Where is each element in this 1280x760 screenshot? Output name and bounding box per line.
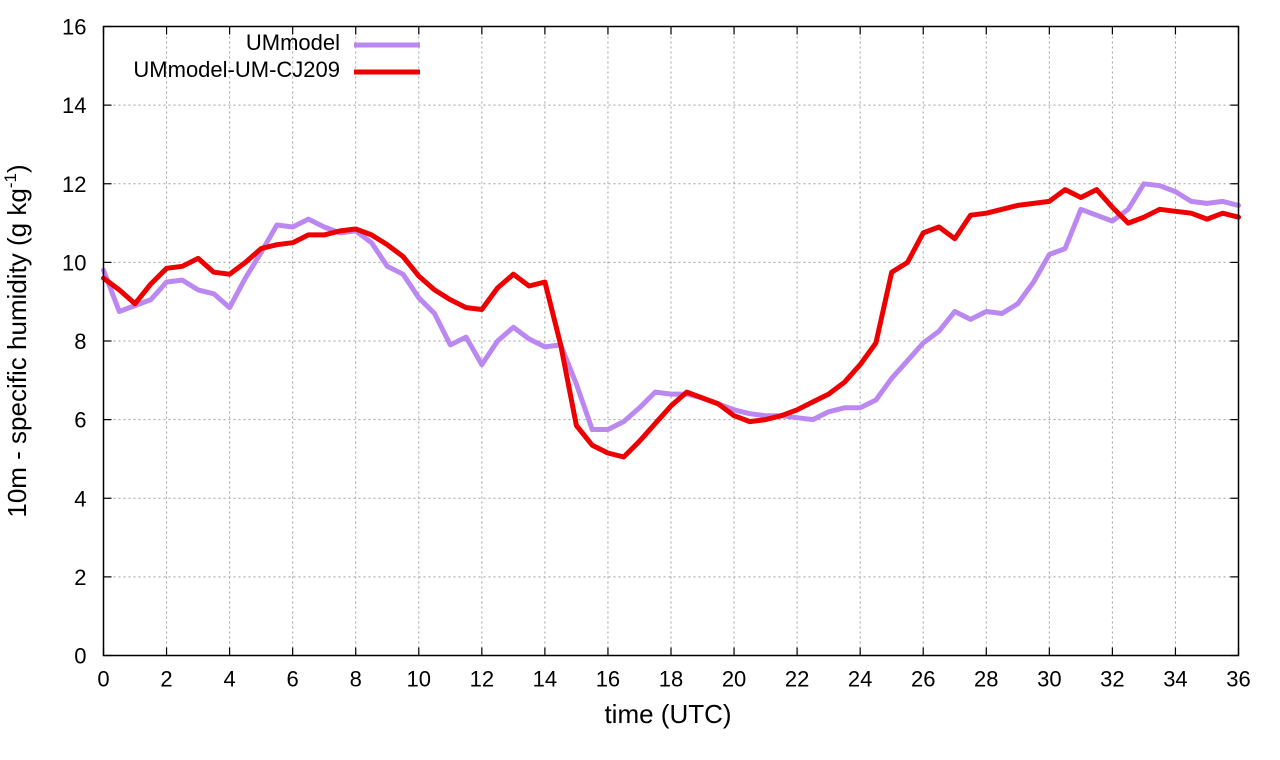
x-tick-label: 16: [596, 667, 620, 692]
x-tick-label: 30: [1037, 667, 1061, 692]
x-tick-label: 10: [407, 667, 431, 692]
series-line-ummodel-um-cj209: [101, 187, 1241, 460]
y-tick-label: 16: [62, 15, 86, 40]
x-tick-label: 22: [785, 667, 809, 692]
x-tick-label: 14: [533, 667, 557, 692]
x-tick-label: 34: [1163, 667, 1187, 692]
x-tick-label: 28: [974, 667, 998, 692]
x-tick-label: 24: [848, 667, 872, 692]
x-tick-label: 32: [1100, 667, 1124, 692]
y-tick-label: 10: [62, 250, 86, 275]
y-tick-label: 2: [74, 565, 86, 590]
y-axis-title-close: ): [2, 164, 32, 173]
y-tick-label: 0: [74, 644, 86, 669]
x-tick-label: 36: [1226, 667, 1250, 692]
y-axis-title-main: 10m - specific humidity (g kg: [2, 188, 32, 517]
x-tick-label: 2: [160, 667, 172, 692]
x-tick-labels: 0 2 4 6 8 10 12 14 16 18 20 22 24 26 28 30 32 34 36: [97, 667, 1250, 692]
x-tick-label: 12: [470, 667, 494, 692]
x-tick-label: 20: [722, 667, 746, 692]
y-tick-label: 8: [74, 329, 86, 354]
legend-label-ummodel: UMmodel: [246, 30, 340, 55]
y-tick-label: 12: [62, 172, 86, 197]
x-tick-label: 26: [911, 667, 935, 692]
y-tick-label: 14: [62, 93, 86, 118]
series-layer: [101, 181, 1241, 460]
y-axis-title-superscript: -1: [1, 173, 20, 188]
x-tick-label: 4: [223, 667, 235, 692]
y-tick-labels: 0 2 4 6 8 10 12 14 16: [62, 15, 86, 669]
y-axis-title: 10m - specific humidity (g kg-1): [1, 164, 32, 517]
legend: UMmodel UMmodel-UM-CJ209: [133, 30, 420, 82]
x-tick-label: 0: [97, 667, 109, 692]
x-axis-title: time (UTC): [604, 699, 731, 729]
x-tick-label: 8: [350, 667, 362, 692]
grid: [103, 26, 1239, 656]
axis-ticks: [102, 25, 1240, 657]
series-line-ummodel: [101, 181, 1241, 432]
legend-label-ummodel-um-cj209: UMmodel-UM-CJ209: [133, 57, 340, 82]
x-tick-label: 6: [287, 667, 299, 692]
y-tick-label: 6: [74, 408, 86, 433]
x-tick-label: 18: [659, 667, 683, 692]
y-tick-label: 4: [74, 486, 86, 511]
